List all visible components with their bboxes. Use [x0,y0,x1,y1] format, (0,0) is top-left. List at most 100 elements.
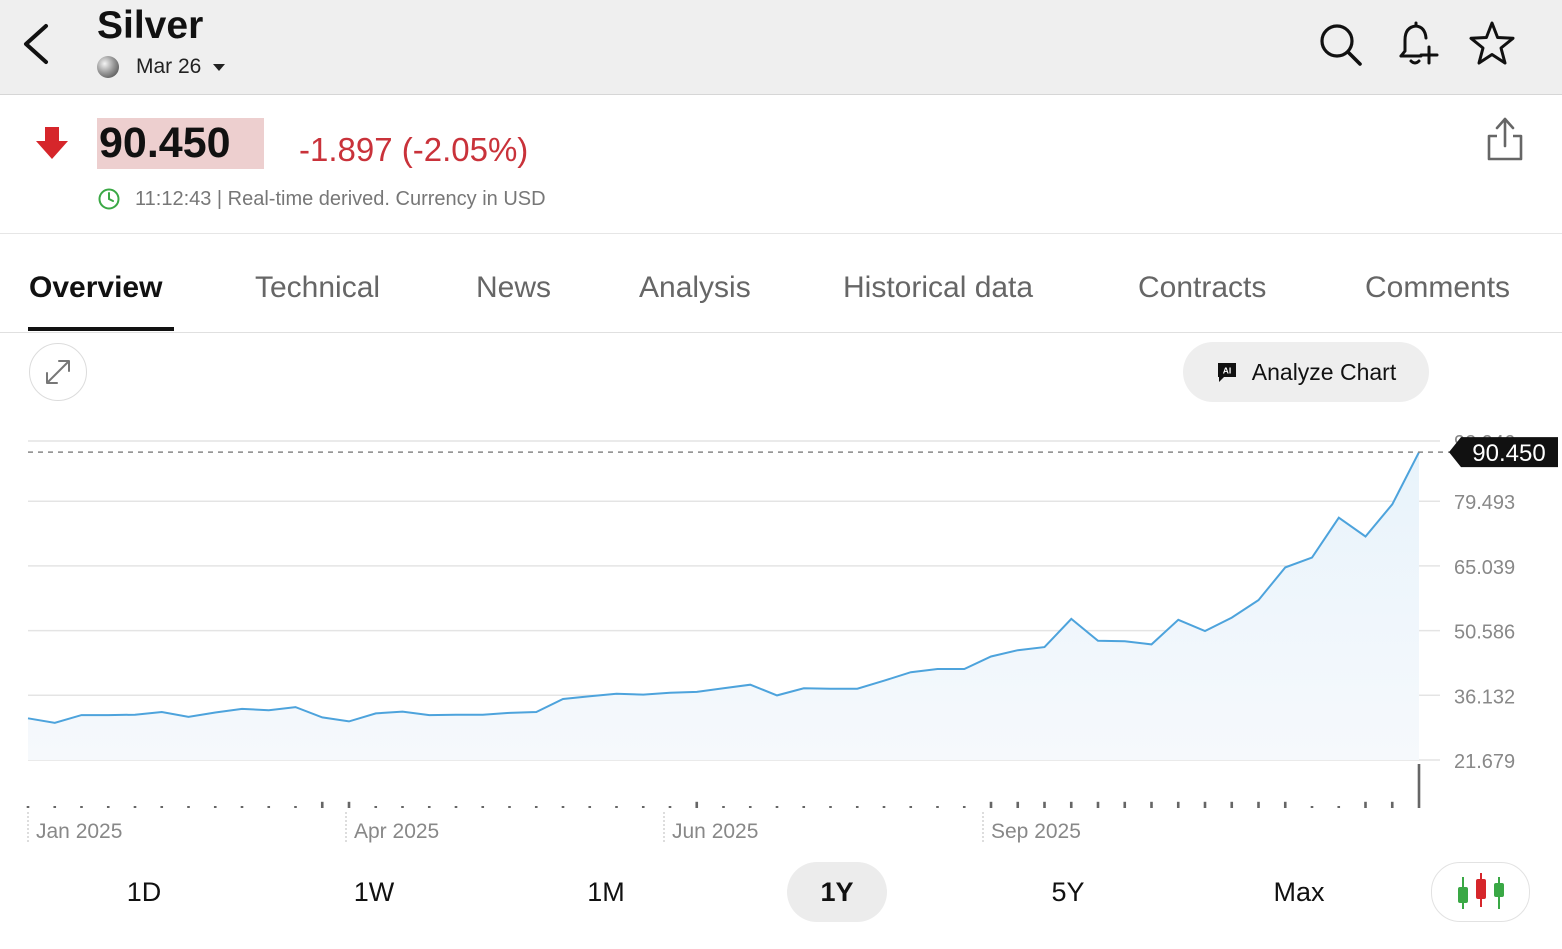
volume-bar [106,806,110,808]
volume-bar [1069,801,1073,808]
range-1y[interactable]: 1Y [787,862,887,922]
range-1w[interactable]: 1W [353,877,395,907]
price-line[interactable] [27,451,1420,724]
volume-bar [1096,801,1100,808]
volume-bar [748,806,752,808]
last-price-tag [1449,437,1558,468]
volume-bar [401,806,404,808]
volume-bar [1337,806,1341,808]
contract-label: Mar 26 [136,55,202,78]
y-tick-label: 36.132 [1454,686,1515,708]
active-tab-indicator [28,327,174,331]
x-tick-label: Jan 2025 [36,820,122,843]
clock-icon [98,188,120,210]
volume-bar [588,806,592,808]
volume-bar [615,806,618,808]
volume-bar [989,801,993,808]
volume-bar [722,806,725,808]
star-icon[interactable] [1467,18,1517,70]
range-1d[interactable]: 1D [126,877,162,907]
volume-bar [374,806,378,808]
volume-bar [1230,801,1234,808]
volume-bar [80,806,83,808]
bell-plus-icon[interactable] [1391,18,1441,70]
volume-bar [534,806,538,808]
volume-bar [347,801,351,808]
expand-chart-button[interactable] [29,343,87,401]
candlestick-icon [1458,873,1504,909]
volume-bar [213,806,217,808]
volume-bar [26,806,30,808]
volume-bar [1123,801,1127,808]
x-tick-label: Jun 2025 [672,820,758,843]
last-price-label: 90.450 [1472,440,1545,467]
ai-chat-icon: AI [1217,363,1236,382]
price-area [28,452,1419,760]
y-tick-label: 21.679 [1454,751,1515,773]
quote-panel: 90.450 -1.897 (-2.05%) 11:12:43 | Real-t… [0,95,1562,234]
caret-down-icon [213,63,226,71]
y-tick-label: 79.493 [1454,492,1515,514]
search-icon[interactable] [1315,18,1365,70]
price-chart[interactable]: 92.94679.49365.03950.58636.13221.67990.4… [0,420,1562,850]
tab-historical-data[interactable]: Historical data [843,271,1034,304]
volume-bar [320,801,324,808]
volume-bar [133,806,137,808]
volume-bar [427,806,431,808]
tab-bar: Overview Technical News Analysis Histori… [0,234,1562,333]
volume-bar [1283,801,1287,808]
down-arrow-icon [36,127,68,159]
volume-bar [962,806,966,808]
volume-bar [1417,764,1421,808]
svg-text:AI: AI [1223,366,1232,376]
volume-bar [1150,801,1153,808]
tab-analysis[interactable]: Analysis [639,271,751,304]
tab-news[interactable]: News [476,271,552,304]
volume-bar [1176,801,1180,808]
analyze-chart-label: Analyze Chart [1251,358,1397,385]
top-bar: Silver Mar 26 [0,0,1562,95]
volume-bar [802,806,806,808]
last-price: 90.450 [97,118,264,169]
share-icon[interactable] [1482,115,1528,165]
volume-bar [855,806,859,808]
range-5y[interactable]: 5Y [1051,877,1085,907]
volume-bar [641,806,645,808]
y-tick-label: 65.039 [1454,557,1515,579]
silver-ball-icon [97,56,119,78]
volume-bar [508,806,511,808]
volume-bar [829,806,832,808]
volume-bar [454,806,458,808]
range-selector: 1D 1W 1M 1Y 5Y Max [0,862,1562,922]
volume-bar [1310,806,1314,808]
volume-bar [561,806,565,808]
volume-bar [1390,801,1394,808]
y-tick-label: 50.586 [1454,622,1515,644]
quote-time-text: 11:12:43 | Real-time derived. Currency i… [135,187,546,210]
volume-bar [1016,801,1020,808]
tab-comments[interactable]: Comments [1365,271,1511,304]
volume-bar [53,806,57,808]
price-change: -1.897 (-2.05%) [299,131,529,168]
tab-overview[interactable]: Overview [29,271,163,304]
range-1m[interactable]: 1M [587,877,625,907]
range-max[interactable]: Max [1273,877,1325,907]
volume-bar [668,806,672,808]
volume-bar [294,806,297,808]
contract-selector[interactable]: Mar 26 [97,55,226,79]
page-title: Silver [97,4,204,47]
volume-bar [909,806,913,808]
x-tick-label: Apr 2025 [354,820,439,843]
tab-contracts[interactable]: Contracts [1138,271,1267,304]
volume-bar [695,801,699,808]
quote-time: 11:12:43 | Real-time derived. Currency i… [97,187,546,211]
expand-icon [46,360,70,384]
chart-type-button[interactable] [1431,862,1530,922]
volume-bar [1203,801,1207,808]
tab-technical[interactable]: Technical [255,271,381,304]
analyze-chart-button[interactable]: AI Analyze Chart [1183,342,1429,402]
chevron-left-icon[interactable] [14,18,62,70]
volume-bar [187,806,190,808]
volume-bar [882,806,886,808]
volume-bar [240,806,244,808]
